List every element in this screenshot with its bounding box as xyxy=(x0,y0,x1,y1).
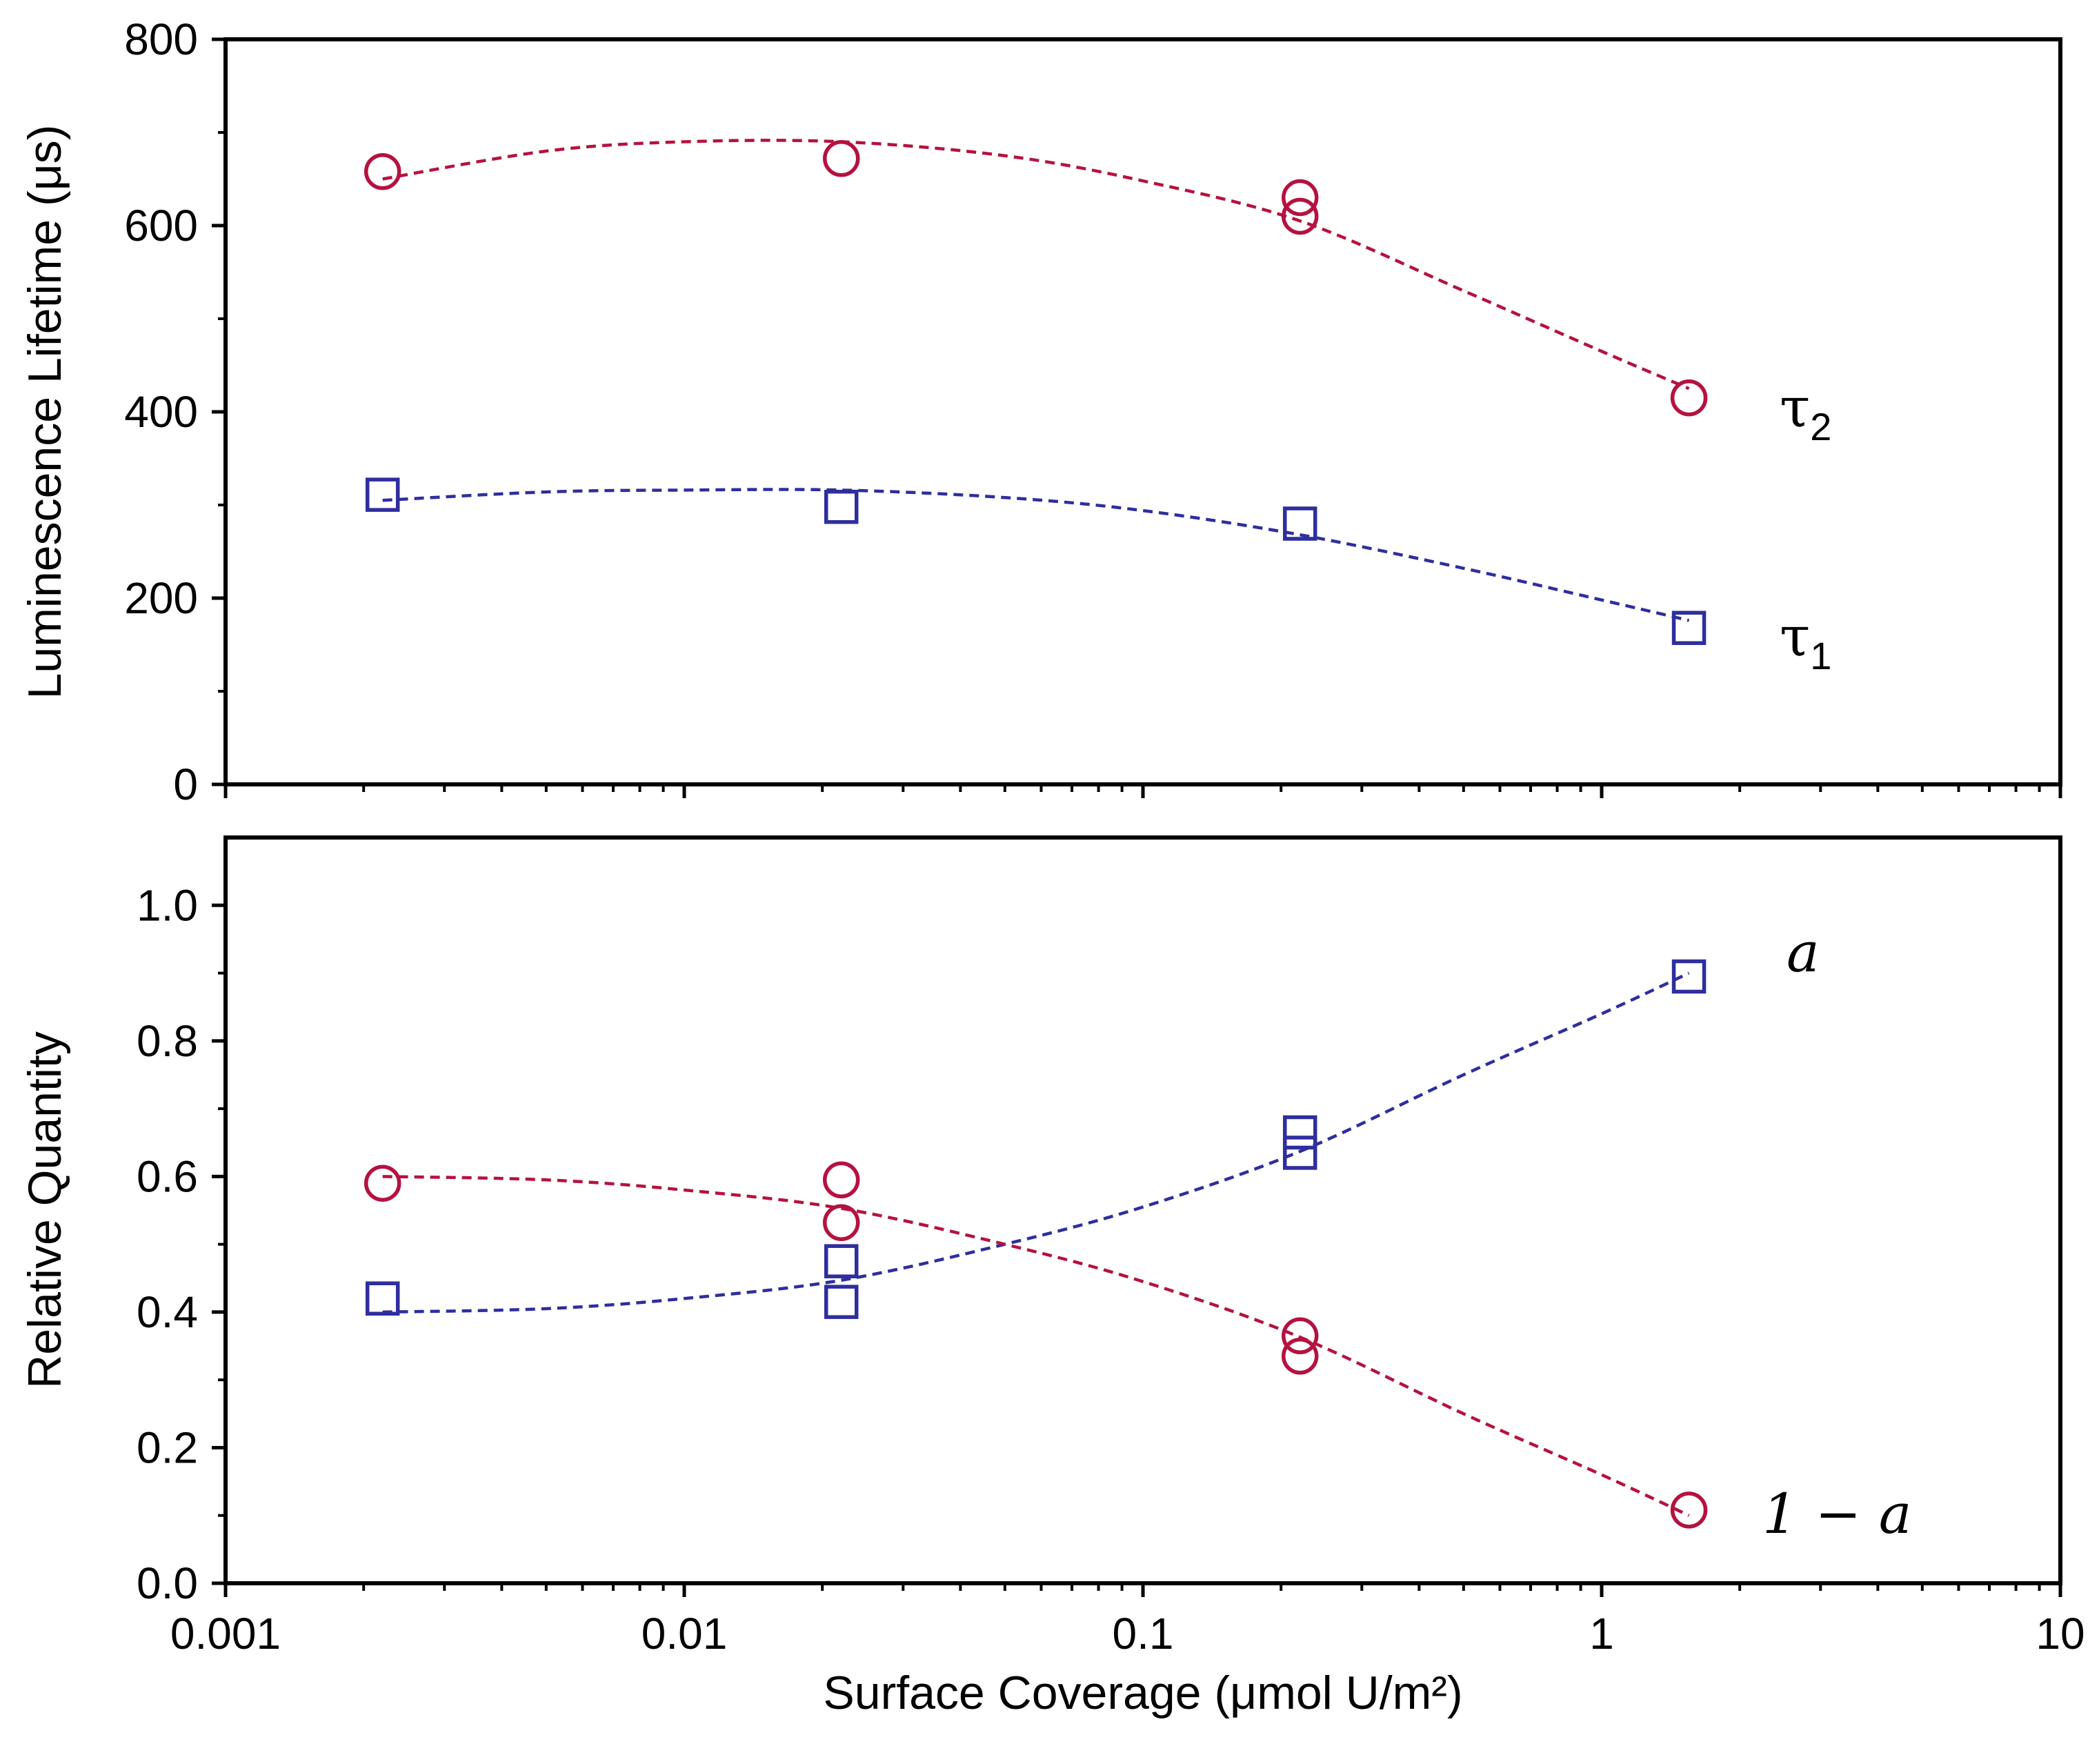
bottom-plot-frame xyxy=(223,835,2062,1585)
one_minus_a-point xyxy=(1281,1338,1319,1375)
one-minus-a-label: 1 − a xyxy=(1762,1482,1911,1546)
x-axis-title: Surface Coverage (μmol U/m²) xyxy=(823,1667,1462,1719)
x-tick-label: 0.1 xyxy=(1113,1609,1174,1658)
tau1-label: τ1 xyxy=(1780,604,1831,677)
a-point xyxy=(1671,959,1707,994)
tau1-point xyxy=(824,489,859,524)
tau1-point xyxy=(1671,611,1707,645)
y-tick-label: 600 xyxy=(124,201,198,250)
tau2-point xyxy=(1281,197,1319,235)
x-tick-label: 0.001 xyxy=(170,1609,281,1658)
top-markers xyxy=(364,140,1708,645)
top-y-axis-title: Luminescence Lifetime (μs) xyxy=(19,125,71,700)
tau2-fit-line xyxy=(382,139,1690,390)
one_minus_a-point xyxy=(1281,1317,1319,1355)
bottom-x-ticks: 0.001 0.01 0.1 1 10 xyxy=(170,1583,2085,1658)
tau1-subscript: 1 xyxy=(1810,634,1831,677)
a-point xyxy=(365,1281,400,1316)
y-tick-label: 0.0 xyxy=(137,1558,198,1608)
a-point xyxy=(1282,1136,1317,1170)
bottom-fit-lines xyxy=(382,971,1690,1517)
top-fit-lines xyxy=(382,139,1690,622)
tau2-point xyxy=(1670,379,1708,417)
tau2-subscript: 2 xyxy=(1810,405,1831,448)
one_minus_a-point xyxy=(822,1204,860,1241)
one_minus_a-fit-line xyxy=(382,1175,1690,1517)
panel-top: 0 200 400 600 800 Luminescence Lifetime (μs)… xyxy=(19,14,2062,809)
tau2-symbol: τ xyxy=(1780,375,1810,439)
y-tick-label: 0.8 xyxy=(137,1016,198,1066)
a-point xyxy=(824,1244,859,1278)
y-tick-label: 0.6 xyxy=(137,1151,198,1201)
tau1-point xyxy=(365,477,400,512)
y-tick-label: 0 xyxy=(173,760,198,809)
tau2-label: τ2 xyxy=(1780,375,1831,448)
tau2-point xyxy=(822,140,860,177)
y-tick-label: 1.0 xyxy=(137,880,198,930)
tau2-point xyxy=(364,152,401,190)
one_minus_a-point xyxy=(364,1165,401,1202)
a-label: a xyxy=(1787,920,1820,984)
y-tick-label: 800 xyxy=(124,14,198,64)
bottom-y-ticks: 0.0 0.2 0.4 0.6 0.8 1.0 xyxy=(137,880,226,1608)
top-y-ticks: 0 200 400 600 800 xyxy=(124,14,226,809)
one_minus_a-point xyxy=(822,1161,860,1199)
x-tick-label: 10 xyxy=(2036,1609,2085,1658)
x-tick-label: 1 xyxy=(1589,1609,1614,1658)
tau1-fit-line xyxy=(382,488,1690,622)
panel-bottom: 0.001 0.01 0.1 1 10 0.0 0.2 0.4 0.6 0.8 1.0 Relat… xyxy=(19,835,2085,1719)
y-tick-label: 200 xyxy=(124,573,198,623)
y-tick-label: 0.4 xyxy=(137,1287,198,1337)
tau1-symbol: τ xyxy=(1780,604,1810,668)
a-fit-line xyxy=(382,971,1690,1314)
a-point xyxy=(824,1285,859,1319)
top-x-ticks xyxy=(223,784,2062,798)
one_minus_a-point xyxy=(1670,1492,1708,1529)
y-tick-label: 0.2 xyxy=(137,1423,198,1472)
a-point xyxy=(1282,1115,1317,1150)
tau2-point xyxy=(1281,179,1319,217)
x-tick-label: 0.01 xyxy=(641,1609,728,1658)
bottom-y-axis-title: Relative Quantity xyxy=(19,1031,71,1389)
bottom-markers xyxy=(364,959,1708,1529)
tau1-point xyxy=(1282,506,1317,541)
y-tick-label: 400 xyxy=(124,387,198,437)
